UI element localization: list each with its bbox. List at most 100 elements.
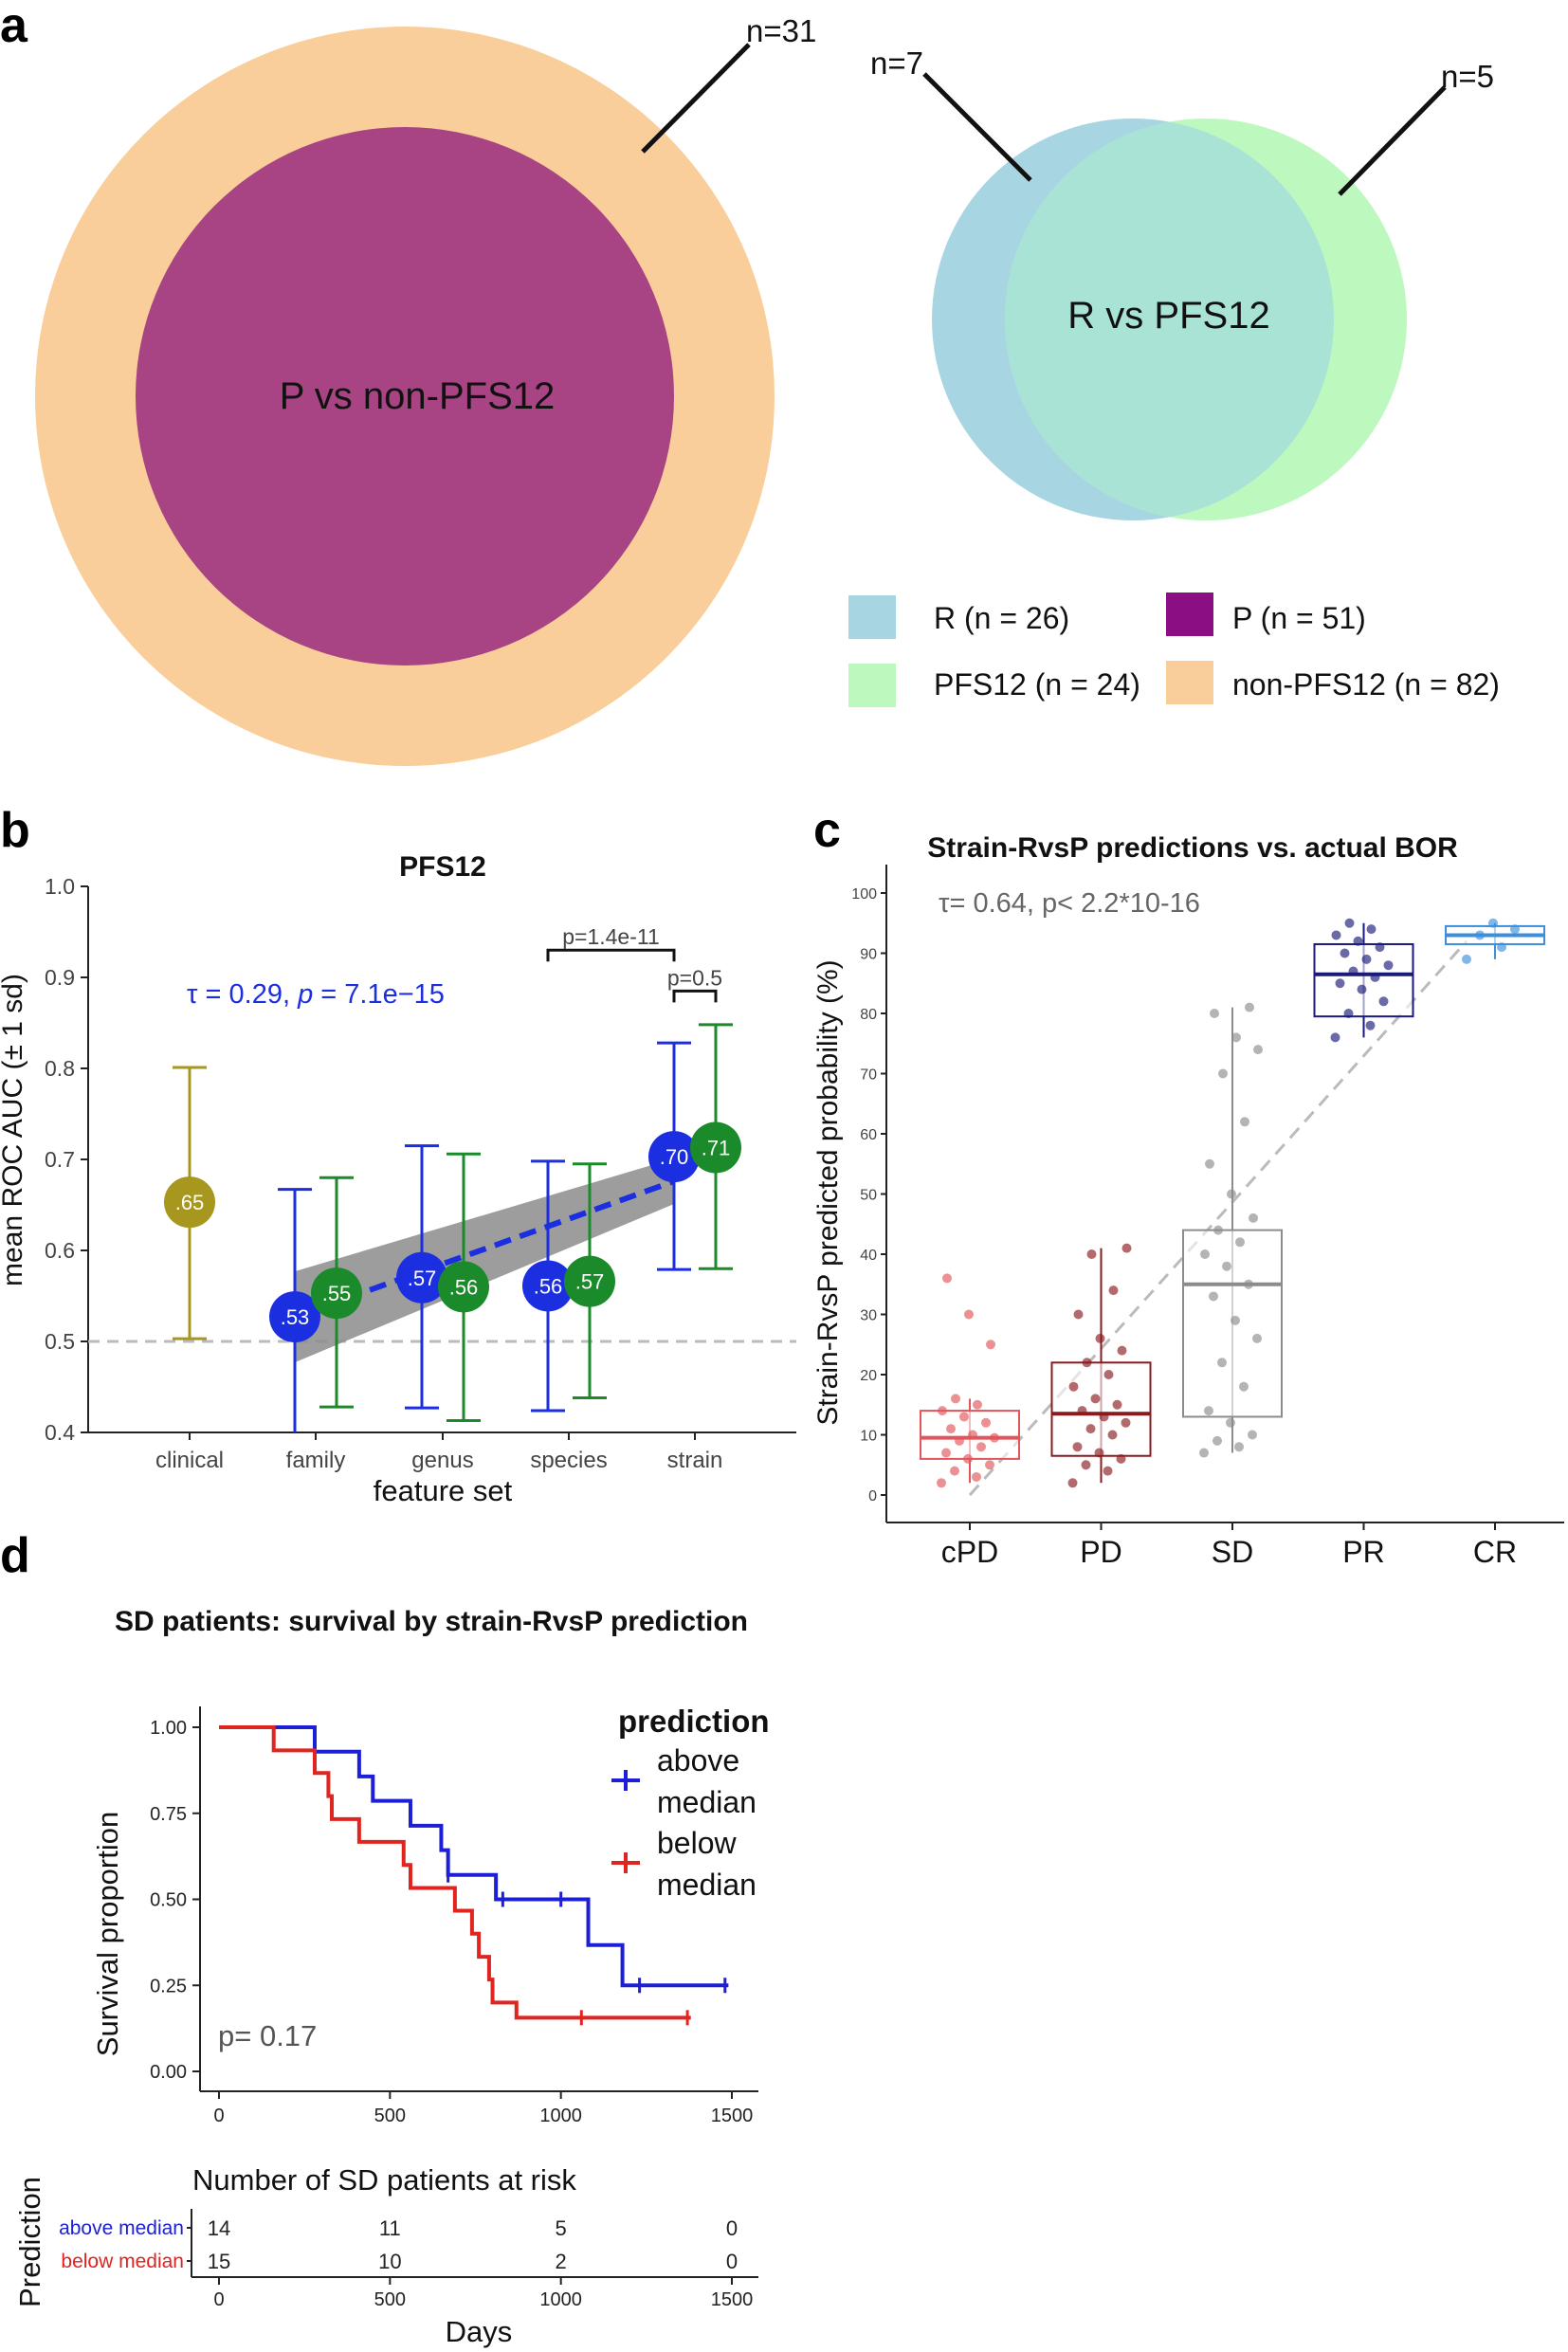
risk-table-cell: 0 <box>726 2250 738 2273</box>
chart-c-ytick-label: 80 <box>860 1007 877 1023</box>
risk-table-xtick-label: 1500 <box>711 2289 754 2310</box>
venn-r-pointer <box>922 72 1032 182</box>
chart-b-point <box>522 1260 574 1312</box>
chart-b-xlabel: feature set <box>374 1474 513 1507</box>
chart-b-plot-area: 0.4 0.5 0.6 0.7 0.8 0.9 1.0 clinical family genus… <box>45 874 796 1473</box>
chart-b-ytick-label: 0.5 <box>45 1329 75 1354</box>
chart-d-legend-title: prediction <box>618 1704 770 1739</box>
chart-c-point <box>1331 930 1341 940</box>
chart-c-point <box>1375 942 1385 953</box>
chart-c-annotation: τ= 0.64, p< 2.2*10-16 <box>939 888 1200 919</box>
legend-below-line2: median <box>657 1868 757 1902</box>
chart-b-ytick-label: 0.4 <box>45 1420 75 1445</box>
chart-c-point <box>1353 936 1363 946</box>
chart-c-point <box>1107 1430 1118 1440</box>
chart-b-ytick-label: 0.7 <box>45 1147 75 1172</box>
chart-c-point <box>938 1406 947 1416</box>
chart-c-point <box>963 1453 973 1464</box>
chart-b-point <box>269 1291 320 1343</box>
chart-d-xtick-label: 1000 <box>539 2106 582 2126</box>
chart-c-point <box>1357 984 1367 994</box>
chart-b-bracket <box>672 989 718 1003</box>
chart-c-ytick-label: 50 <box>860 1188 877 1204</box>
chart-d-xtick-label: 0 <box>213 2106 224 2126</box>
chart-c-point <box>1112 1399 1122 1410</box>
chart-c-point <box>1212 1435 1222 1446</box>
chart-c-xtick-label: SD <box>1212 1535 1253 1569</box>
chart-c-point <box>1121 1417 1131 1428</box>
chart-d-legend: above median below median <box>611 1743 757 1902</box>
chart-c-point <box>972 1471 981 1482</box>
chart-c-point <box>1348 966 1358 976</box>
chart-c-box <box>1050 1361 1152 1457</box>
chart-c-point <box>1239 1381 1249 1392</box>
chart-b-point-label: .57 <box>575 1270 605 1294</box>
chart-c-point <box>942 1273 952 1284</box>
chart-c-point <box>941 1448 951 1458</box>
chart-c-point <box>1086 1249 1097 1259</box>
chart-c-point <box>1200 1249 1210 1259</box>
chart-c-ytick-label: 40 <box>860 1248 877 1264</box>
chart-c-point <box>1245 1002 1254 1012</box>
venn-left: P vs non-PFS12 n=31 <box>35 13 816 766</box>
chart-c-point <box>1231 1032 1241 1043</box>
chart-c-ylabel: Strain-RvsP predicted probability (%) <box>812 959 844 1425</box>
chart-c-point <box>1366 924 1377 935</box>
chart-c-ytick-label: 0 <box>868 1488 877 1504</box>
chart-c-point <box>951 1394 960 1404</box>
chart-c-point <box>1108 1285 1119 1296</box>
chart-c-point <box>1217 1358 1227 1368</box>
chart-d-title: SD patients: survival by strain-RvsP pre… <box>115 1606 748 1637</box>
chart-c-point <box>1378 996 1389 1007</box>
chart-d-ytick-label: 0.25 <box>150 1976 187 1996</box>
venn-inner-circle <box>136 127 674 665</box>
chart-b-point <box>311 1267 362 1320</box>
chart-c-point <box>946 1424 956 1434</box>
chart-c-point <box>976 1442 986 1452</box>
chart-c-point <box>1205 1158 1214 1169</box>
venn-pfs12-pointer <box>1338 85 1447 196</box>
risk-table-cell: 10 <box>378 2250 401 2273</box>
chart-c-point <box>1199 1448 1209 1458</box>
chart-c-point <box>964 1309 974 1320</box>
chart-b-ytick-label: 0.6 <box>45 1238 75 1263</box>
legend-swatch-nonpfs12 <box>1166 661 1213 704</box>
chart-c-point <box>1365 1020 1376 1030</box>
chart-b-point-label: .57 <box>408 1267 437 1290</box>
risk-table-cell: 14 <box>208 2216 230 2240</box>
chart-c-point <box>1462 954 1471 964</box>
chart-c-point <box>1248 1430 1257 1440</box>
chart-c-point <box>986 1340 995 1350</box>
chart-c-point <box>1488 918 1498 928</box>
chart-c-point <box>1095 1333 1105 1343</box>
chart-b-point-label: .56 <box>534 1274 563 1298</box>
legend-swatch-r <box>848 595 896 639</box>
chart-b-point <box>396 1251 447 1304</box>
legend-label-r: R (n = 26) <box>934 601 1069 635</box>
risk-table-title: Number of SD patients at risk <box>192 2163 576 2197</box>
panel-letter-d: d <box>0 1528 30 1583</box>
chart-b-point <box>164 1176 215 1229</box>
venn-r-count: n=7 <box>870 46 923 81</box>
chart-c-point <box>1094 1448 1104 1458</box>
chart-c-point <box>1330 1032 1340 1043</box>
venn-outer-pointer <box>641 43 751 154</box>
chart-d-xtick-label: 500 <box>374 2106 406 2126</box>
legend-swatch-p <box>1166 593 1213 636</box>
legend-below-line1: below <box>657 1826 738 1860</box>
chart-d-ytick-label: 0.75 <box>150 1804 187 1825</box>
chart-b-xtick-label: strain <box>667 1448 723 1473</box>
chart-c-ytick-label: 70 <box>860 1067 877 1084</box>
chart-c-point <box>1344 918 1355 928</box>
chart-c-point <box>1073 1309 1084 1320</box>
risk-table-xtick-label: 0 <box>213 2289 224 2310</box>
panel-d: d SD patients: survival by strain-RvsP p… <box>0 1528 770 2348</box>
chart-c-point <box>1244 1279 1253 1289</box>
chart-b-point <box>438 1261 489 1313</box>
chart-b-tau-annotation: τ = 0.29, p = 7.1e−15 <box>187 979 445 1010</box>
chart-d-xtick-label: 1500 <box>711 2106 754 2126</box>
panel-b: b PFS12 feature set mean ROC AUC (± 1 sd… <box>0 803 796 1507</box>
chart-b-xtick-label: clinical <box>155 1448 224 1473</box>
chart-b-point <box>564 1255 615 1307</box>
